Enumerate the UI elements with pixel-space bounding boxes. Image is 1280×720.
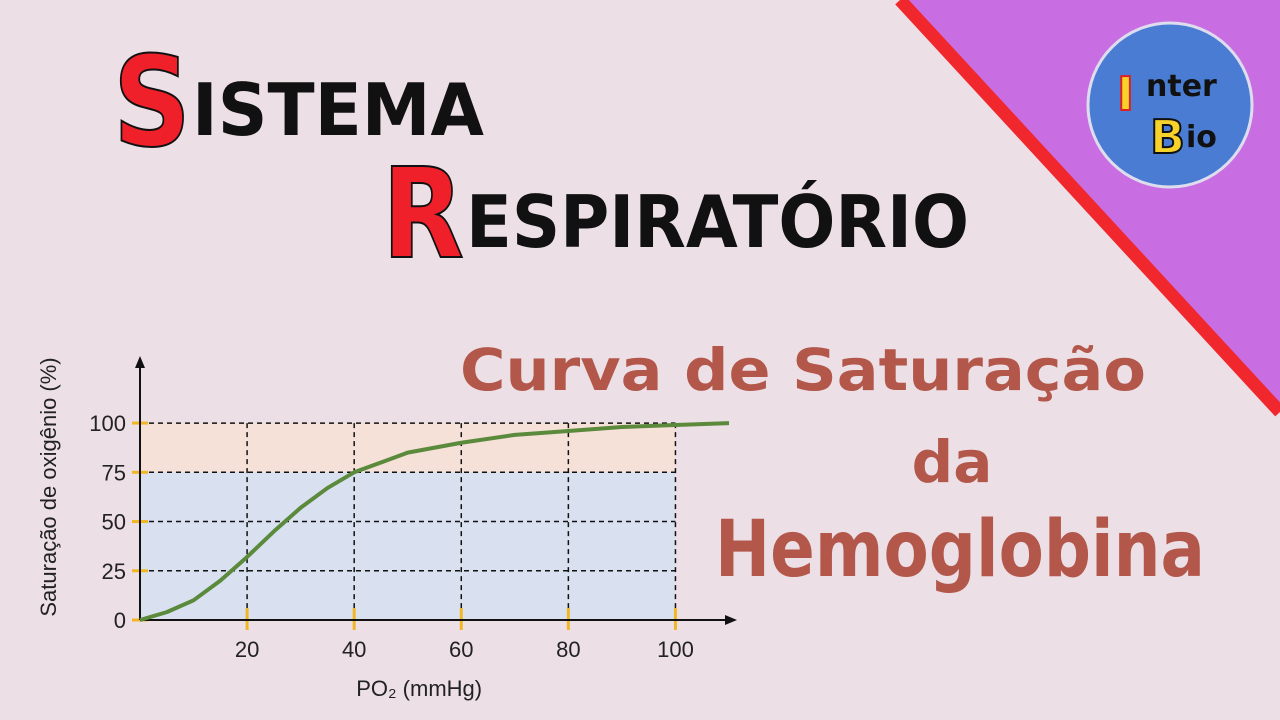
x-axis-arrow [725,615,737,625]
subtitle: Curva de Saturação [460,336,1146,404]
band-low [140,472,676,620]
title-word: ESPIRATÓRIO [466,180,969,264]
y-tick-label: 100 [89,411,126,436]
subtitle: Hemoglobina [715,505,1205,595]
title-initial: S [113,30,191,175]
logo-circle [1086,21,1254,189]
logo-initial: B [1150,110,1185,164]
y-axis-label: Saturação de oxigênio (%) [36,357,61,616]
x-tick-label: 40 [342,637,366,662]
subtitle: da [912,428,993,496]
y-tick-label: 0 [114,608,126,633]
title-initial: R [382,142,464,287]
x-tick-label: 20 [235,637,259,662]
logo-word: nter [1146,69,1217,104]
y-tick-label: 25 [102,559,126,584]
logo-word: io [1186,120,1217,155]
curve [139,421,730,622]
x-tick-label: 80 [556,637,580,662]
x-tick-label: 100 [657,637,694,662]
y-axis-arrow [135,356,145,368]
title-word: ISTEMA [192,68,484,152]
x-axis-label: PO₂ (mmHg) [356,676,482,701]
logo-initial: I [1117,67,1134,121]
y-tick-label: 50 [102,510,126,535]
corner-stripe [895,0,1280,417]
y-tick-label: 75 [102,460,126,485]
x-tick-label: 60 [449,637,473,662]
chart: 0 25 50 75 100 20 40 60 80 100 PO₂ (mmHg) Saturação… [36,356,737,701]
